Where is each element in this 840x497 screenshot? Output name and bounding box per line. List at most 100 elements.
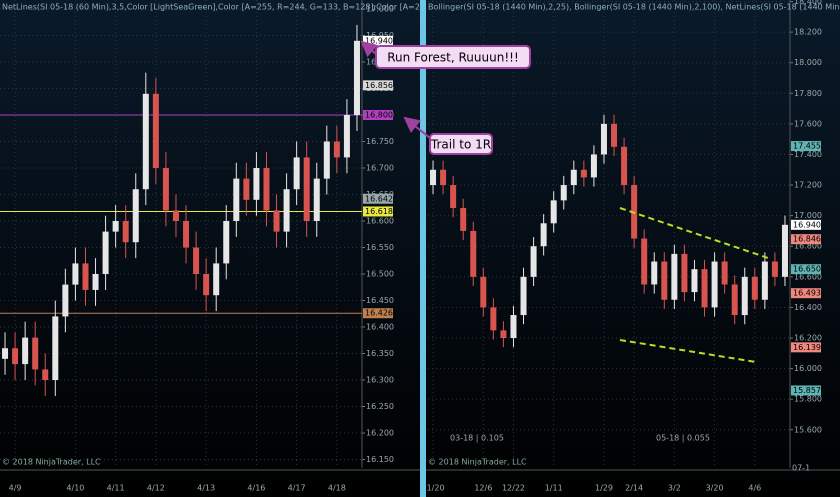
- x-tick-label: 4/11: [107, 484, 125, 493]
- contract-label: 05-18 | 0.055: [656, 434, 710, 443]
- y-tick-label: 16.700: [366, 164, 394, 173]
- y-tick-label: 16.600: [794, 272, 822, 281]
- y-tick-label: 17.400: [794, 150, 822, 159]
- candle-body: [530, 246, 537, 277]
- x-tick-label: 4/17: [288, 484, 306, 493]
- candle-body: [651, 261, 658, 285]
- contract-label: 03-18 | 0.105: [450, 434, 504, 443]
- y-tick-label: 16.250: [366, 402, 394, 411]
- price-marker-label: 16.650: [793, 265, 821, 274]
- candle-body: [741, 276, 748, 316]
- candle-body: [253, 168, 260, 200]
- candle-body: [520, 276, 527, 316]
- contract-label: 07-1: [792, 464, 810, 473]
- candle-body: [2, 348, 9, 359]
- divider: [420, 0, 426, 497]
- candle-body: [303, 157, 310, 222]
- price-marker: [363, 80, 393, 91]
- candle-body: [671, 253, 678, 300]
- x-tick-label: 4/16: [247, 484, 265, 493]
- price-marker: [363, 193, 393, 204]
- y-tick-label: 16.350: [366, 349, 394, 358]
- y-tick-label: 17.600: [794, 119, 822, 128]
- trend-lines: [619, 207, 769, 363]
- chart-title: Bollinger(SI 05-18 (1440 Min),2,25), Bol…: [428, 3, 840, 12]
- candle-body: [661, 261, 668, 300]
- candle-body: [771, 261, 778, 277]
- candle-body: [621, 146, 628, 186]
- y-tick-label: 18.200: [794, 28, 822, 37]
- chart-title: NetLines(SI 05-18 (60 Min),3,5,Color [Li…: [2, 3, 503, 12]
- price-marker: [791, 234, 821, 245]
- x-tick-label: 2/14: [625, 484, 643, 493]
- y-tick-label: 16.000: [794, 364, 822, 373]
- price-marker-label: 16.800: [365, 111, 393, 120]
- candle-body: [681, 253, 688, 293]
- price-marker: [791, 264, 821, 275]
- y-tick-label: 16.300: [366, 376, 394, 385]
- x-tick-label: 4/13: [197, 484, 215, 493]
- candle-body: [243, 178, 250, 200]
- candle-body: [172, 210, 179, 222]
- y-tick-label: 18.400: [794, 0, 822, 6]
- candle-body: [102, 231, 109, 275]
- candle-body: [751, 276, 758, 300]
- candle-body: [440, 169, 447, 186]
- candle-body: [22, 337, 29, 365]
- y-tick-label: 16.200: [366, 429, 394, 438]
- annotation: Run Forest, Ruuuun!!!: [360, 40, 531, 69]
- price-marker-label: 15.857: [793, 386, 821, 395]
- price-marker-label: 16.139: [793, 343, 821, 352]
- y-tick-label: 16.150: [366, 455, 394, 464]
- candle-body: [233, 178, 240, 222]
- x-tick-label: 1/11: [545, 484, 563, 493]
- y-tick-label: 16.950: [366, 31, 394, 40]
- copyright: © 2018 NinjaTrader, LLC: [428, 458, 527, 467]
- candle-body: [273, 210, 280, 232]
- candle-body: [42, 369, 49, 381]
- candle-body: [213, 263, 220, 296]
- y-tick-label: 15.800: [794, 395, 822, 404]
- price-marker: [791, 219, 821, 230]
- price-marker-label: 16.426: [365, 309, 393, 318]
- price-marker: [791, 141, 821, 152]
- candle-body: [62, 284, 69, 317]
- candle-body: [470, 230, 477, 277]
- y-tick-label: 16.400: [366, 323, 394, 332]
- x-tick-label: 4/18: [328, 484, 346, 493]
- y-tick-label: 18.000: [794, 58, 822, 67]
- candle-body: [691, 269, 698, 293]
- candle-body: [142, 93, 149, 190]
- x-tick-label: 12/22: [502, 484, 525, 493]
- candle-body: [32, 337, 39, 370]
- annotation-text: Trail to 1R: [430, 138, 491, 152]
- candle-body: [490, 307, 497, 331]
- price-marker: [363, 206, 393, 217]
- candle-body: [162, 168, 169, 211]
- y-tick-label: 16.500: [366, 270, 394, 279]
- candle-body: [223, 221, 230, 264]
- price-marker-label: 16.940: [365, 36, 393, 45]
- annotation: Trail to 1R: [403, 116, 493, 155]
- price-marker-label: 17.455: [793, 142, 821, 151]
- price-marker: [363, 110, 393, 121]
- price-marker-label: 16.493: [793, 289, 821, 298]
- candle-body: [132, 189, 139, 243]
- candle-body: [152, 93, 159, 169]
- candle-body: [500, 330, 507, 338]
- price-marker-label: 16.940: [793, 220, 821, 229]
- annotation-text: Run Forest, Ruuuun!!!: [387, 51, 519, 65]
- candle-body: [283, 189, 290, 232]
- x-tick-label: 4/12: [147, 484, 165, 493]
- y-tick-label: 16.450: [366, 296, 394, 305]
- x-tick-label: 3/2: [668, 484, 681, 493]
- y-tick-label: 17.000: [794, 211, 822, 220]
- candle-body: [430, 169, 437, 186]
- candle-body: [611, 123, 618, 147]
- candle-body: [82, 263, 89, 290]
- panel: 17.00016.95016.90016.85016.80016.75016.7…: [0, 0, 503, 493]
- candle-body: [203, 274, 210, 296]
- y-tick-label: 16.800: [794, 242, 822, 251]
- copyright: © 2018 NinjaTrader, LLC: [2, 458, 101, 467]
- price-marker: [791, 288, 821, 299]
